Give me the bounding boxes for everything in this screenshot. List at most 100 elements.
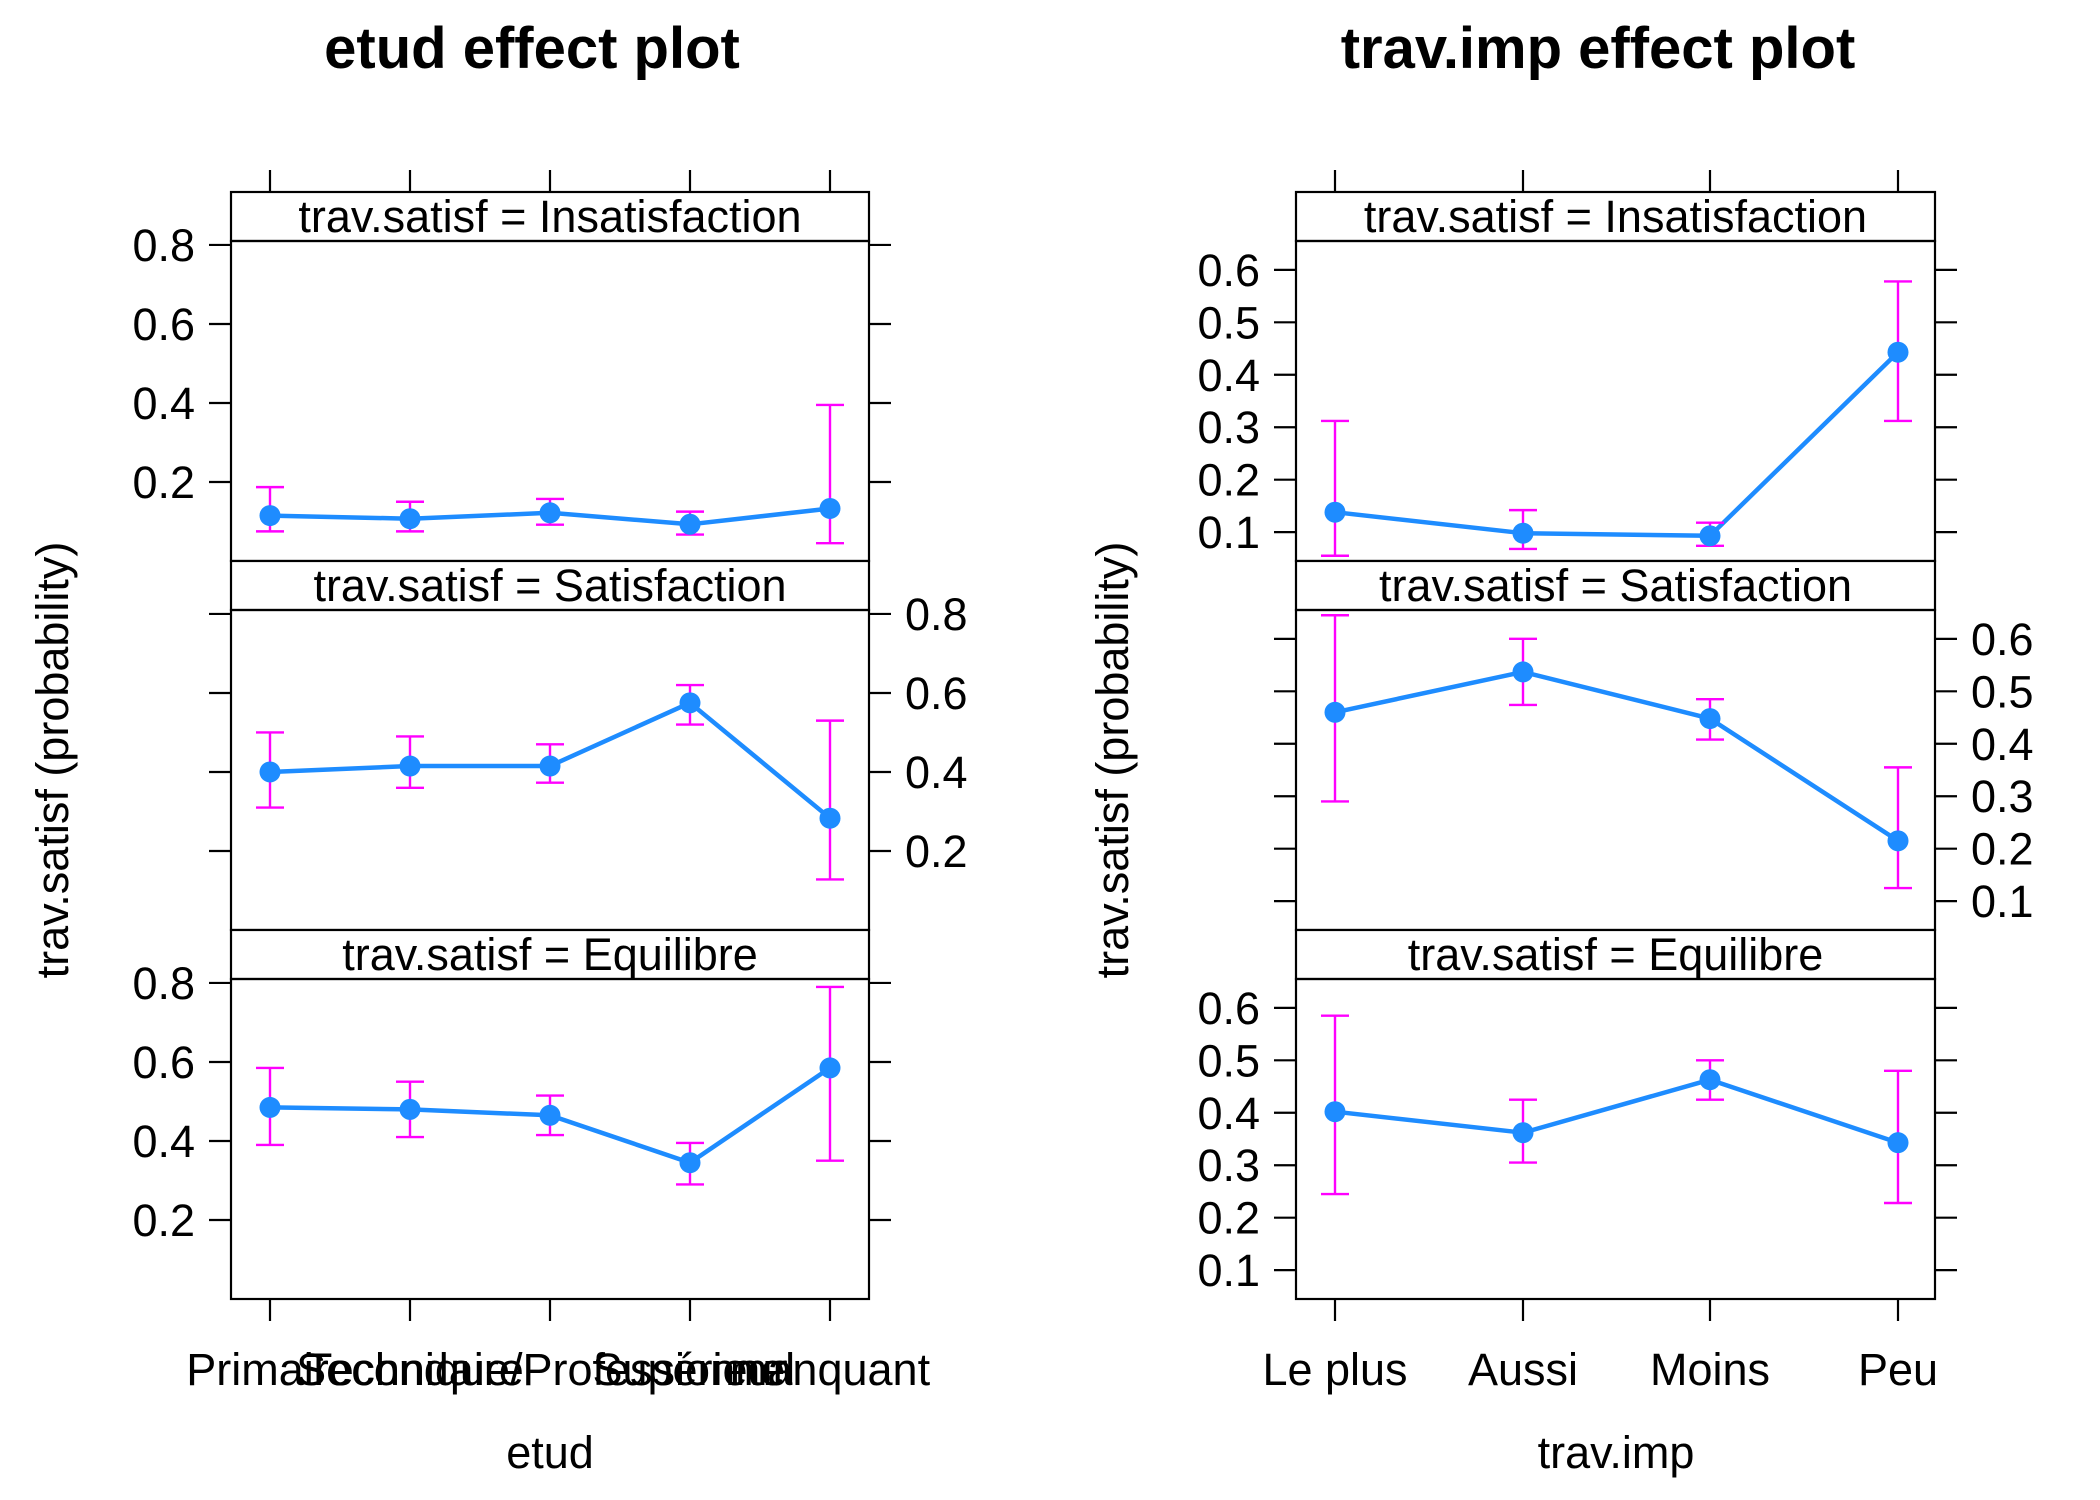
y-tick-label: 0.6 bbox=[132, 299, 195, 350]
y-tick-label: 0.3 bbox=[1197, 1140, 1260, 1191]
x-tick-label: manquant bbox=[730, 1344, 931, 1395]
x-tick-label: Le plus bbox=[1262, 1344, 1407, 1395]
error-bar bbox=[1321, 419, 1349, 557]
strip-label: trav.satisf = Insatisfaction bbox=[1364, 191, 1867, 242]
series-line bbox=[1334, 669, 1900, 843]
data-point bbox=[399, 1098, 421, 1120]
data-point bbox=[679, 513, 701, 535]
data-point bbox=[1699, 1069, 1721, 1091]
y-axis-label: trav.satisf (probability) bbox=[1087, 542, 1138, 979]
y-tick-label: 0.2 bbox=[132, 457, 195, 508]
y-tick-label: 0.1 bbox=[1971, 876, 2034, 927]
y-tick-label: 0.5 bbox=[1197, 297, 1260, 348]
data-point bbox=[819, 497, 841, 519]
y-tick-label: 0.4 bbox=[1197, 1088, 1260, 1139]
data-point bbox=[1324, 701, 1346, 723]
data-point bbox=[1699, 708, 1721, 730]
data-point bbox=[259, 1096, 281, 1118]
data-point bbox=[539, 502, 561, 524]
data-point bbox=[1324, 1101, 1346, 1123]
error-bar bbox=[1884, 766, 1912, 890]
data-point bbox=[819, 807, 841, 829]
y-tick-label: 0.6 bbox=[1971, 614, 2034, 665]
panel-3: trav.satisf = Equilibre 0.10.20.30.40.50.… bbox=[1197, 928, 1957, 1301]
panel-1: trav.satisf = Insatisfaction 0.10.20.30.4… bbox=[1197, 190, 1957, 563]
y-axis-label: trav.satisf (probability) bbox=[27, 542, 78, 979]
panel-frame bbox=[229, 977, 871, 1301]
y-tick-label: 0.5 bbox=[1197, 1035, 1260, 1086]
chart-title: trav.imp effect plot bbox=[1341, 16, 1856, 81]
strip-box bbox=[1294, 928, 1937, 981]
y-tick-label: 0.8 bbox=[132, 958, 195, 1009]
x-tick-label: Aussi bbox=[1468, 1344, 1578, 1395]
strip-box bbox=[229, 559, 871, 612]
data-point bbox=[539, 755, 561, 777]
y-tick-label: 0.8 bbox=[905, 589, 968, 640]
x-tick-label: Primaire bbox=[186, 1344, 354, 1395]
data-point bbox=[1512, 522, 1534, 544]
x-tick-label: Supérieur bbox=[592, 1344, 787, 1395]
panel-frame bbox=[1294, 608, 1937, 932]
y-tick-label: 0.2 bbox=[1197, 1193, 1260, 1244]
x-axis-label: trav.imp bbox=[1538, 1427, 1695, 1478]
x-tick-label: Secondaire bbox=[296, 1344, 524, 1395]
y-tick-label: 0.4 bbox=[905, 747, 968, 798]
chart-title: etud effect plot bbox=[324, 16, 740, 81]
y-tick-label: 0.2 bbox=[132, 1195, 195, 1246]
data-point bbox=[1512, 661, 1534, 683]
strip-box bbox=[229, 928, 871, 981]
series-line bbox=[1334, 1077, 1899, 1145]
y-tick-label: 0.3 bbox=[1197, 402, 1260, 453]
strip-label: trav.satisf = Satisfaction bbox=[1379, 560, 1852, 611]
y-tick-label: 0.3 bbox=[1971, 771, 2034, 822]
x-tick-label: Technique/Professionnel bbox=[305, 1344, 795, 1395]
data-point bbox=[1699, 525, 1721, 547]
panel-2: trav.satisf = Satisfaction0.10.20.30.40.… bbox=[1274, 559, 2034, 932]
data-point bbox=[1887, 341, 1909, 363]
data-point bbox=[819, 1057, 841, 1079]
strip-label: trav.satisf = Insatisfaction bbox=[298, 191, 801, 242]
panel-2: trav.satisf = Satisfaction 0.2 0.4 0.6 0.8 bbox=[209, 559, 968, 932]
y-tick-label: 0.5 bbox=[1971, 666, 2034, 717]
data-point bbox=[399, 755, 421, 777]
data-point bbox=[1887, 830, 1909, 852]
data-point bbox=[1512, 1122, 1534, 1144]
strip-label: trav.satisf = Satisfaction bbox=[313, 560, 786, 611]
strip-box bbox=[1294, 190, 1937, 243]
x-tick-label: Moins bbox=[1650, 1344, 1770, 1395]
y-tick-label: 0.2 bbox=[1971, 824, 2034, 875]
y-tick-label: 0.2 bbox=[1197, 455, 1260, 506]
data-point bbox=[1324, 501, 1346, 523]
data-point bbox=[539, 1104, 561, 1126]
data-point bbox=[259, 505, 281, 527]
strip-box bbox=[1294, 559, 1937, 612]
x-tick-label: Peu bbox=[1858, 1344, 1938, 1395]
y-tick-label: 0.4 bbox=[132, 378, 195, 429]
y-tick-label: 0.1 bbox=[1197, 507, 1260, 558]
data-point bbox=[679, 1152, 701, 1174]
y-tick-label: 0.6 bbox=[1197, 983, 1260, 1034]
y-tick-label: 0.8 bbox=[132, 220, 195, 271]
y-tick-label: 0.6 bbox=[1197, 245, 1260, 296]
y-tick-label: 0.1 bbox=[1197, 1245, 1260, 1296]
trav-imp-effect-plot: trav.imp effect plot trav.satisf (probab… bbox=[1087, 16, 2034, 1478]
strip-label: trav.satisf = Equilibre bbox=[342, 929, 758, 980]
y-tick-label: 0.4 bbox=[1971, 719, 2034, 770]
y-tick-label: 0.4 bbox=[1197, 350, 1260, 401]
panel-1: trav.satisf = Insatisfaction 0.2 0.4 0.6 0.8 bbox=[132, 190, 891, 563]
y-tick-label: 0.2 bbox=[905, 826, 968, 877]
data-point bbox=[679, 692, 701, 714]
strip-label: trav.satisf = Equilibre bbox=[1408, 929, 1824, 980]
x-axis-label: etud bbox=[506, 1427, 594, 1478]
etud-effect-plot: etud effect plot trav.satisf (probabilit… bbox=[27, 16, 968, 1478]
panel-frame bbox=[1294, 239, 1937, 563]
y-tick-label: 0.4 bbox=[132, 1116, 195, 1167]
panel-frame bbox=[1294, 977, 1937, 1301]
data-point bbox=[259, 761, 281, 783]
error-bar bbox=[816, 719, 844, 881]
data-point bbox=[399, 508, 421, 530]
y-tick-label: 0.6 bbox=[132, 1037, 195, 1088]
y-tick-label: 0.6 bbox=[905, 668, 968, 719]
series-line bbox=[1334, 350, 1900, 539]
